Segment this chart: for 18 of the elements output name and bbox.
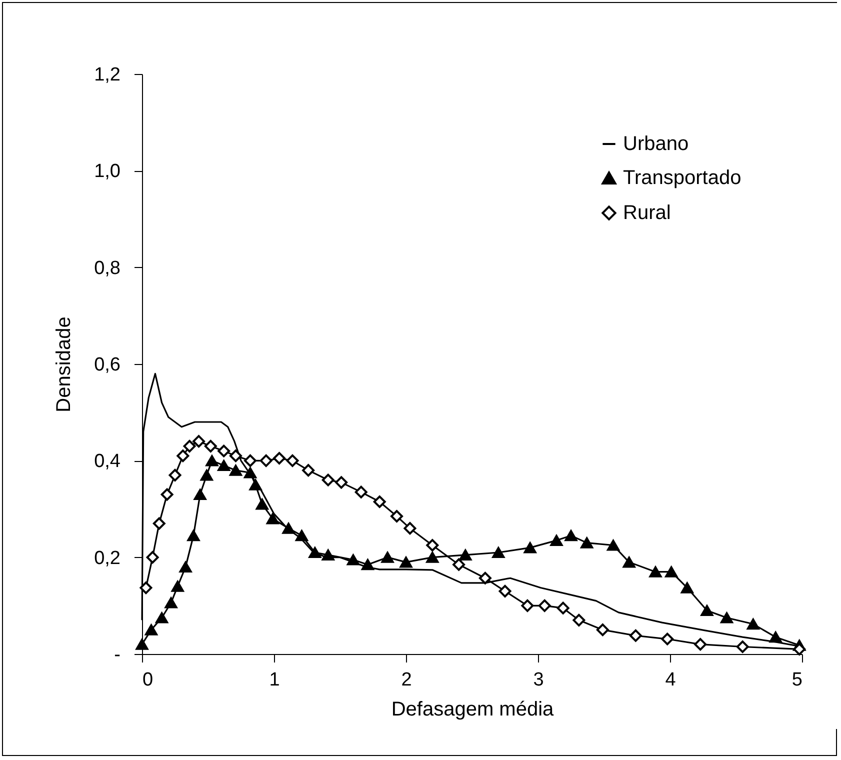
x-axis-title: Defasagem média [391, 698, 555, 720]
x-tick-label: 3 [533, 670, 544, 690]
y-tick-label: 0,2 [94, 548, 120, 569]
legend-label: Transportado [623, 167, 742, 189]
x-tick-label: 1 [269, 670, 280, 690]
legend-label: Urbano [623, 133, 689, 155]
x-tick-label: 2 [401, 670, 412, 690]
legend-label: Rural [623, 202, 671, 224]
y-tick-label: - [114, 644, 120, 666]
y-axis-title: Densidade [53, 316, 76, 412]
x-tick-label: 0 [142, 670, 154, 690]
x-tick-label: 4 [665, 670, 676, 690]
x-tick-label: 5 [792, 670, 802, 690]
y-tick-label: 0,8 [94, 258, 120, 279]
y-tick-label: 1,2 [94, 64, 120, 86]
y-tick-label: 0,4 [94, 451, 121, 472]
y-tick-label: 0,6 [94, 354, 120, 376]
y-tick-label: 1,0 [94, 161, 120, 182]
